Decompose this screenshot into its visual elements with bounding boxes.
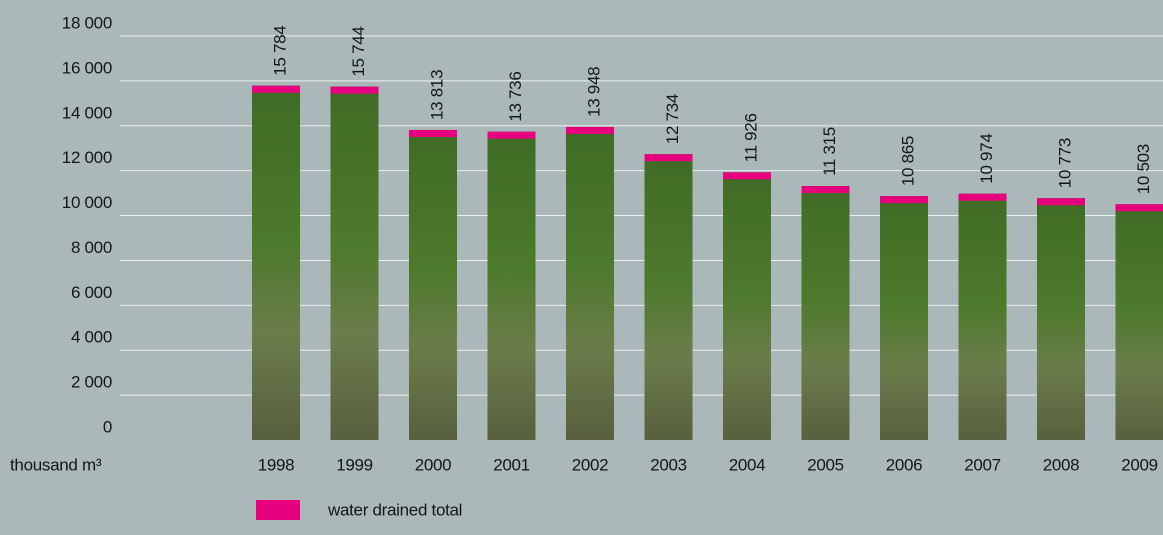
x-tick-label: 2001 bbox=[493, 455, 530, 474]
value-label: 15 784 bbox=[270, 26, 289, 76]
bar-cap bbox=[958, 193, 1007, 201]
value-label: 15 744 bbox=[349, 26, 368, 76]
x-tick-label: 2007 bbox=[964, 455, 1001, 474]
value-label: 12 734 bbox=[663, 94, 682, 144]
bar bbox=[487, 131, 536, 440]
bar-cap bbox=[723, 172, 771, 180]
x-tick-label: 2004 bbox=[729, 455, 766, 474]
x-tick-label: 2005 bbox=[807, 455, 844, 474]
y-axis-unit: thousand m³ bbox=[10, 455, 102, 474]
legend-swatch bbox=[256, 500, 300, 520]
x-tick-label: 2008 bbox=[1043, 455, 1080, 474]
x-tick-label: 2009 bbox=[1121, 455, 1158, 474]
bar bbox=[801, 186, 850, 440]
bar-cap bbox=[1115, 204, 1163, 212]
value-label: 11 926 bbox=[741, 113, 760, 162]
bar-cap bbox=[330, 86, 379, 94]
value-label: 10 503 bbox=[1134, 144, 1153, 194]
bar-cap bbox=[880, 196, 928, 204]
bar-cap bbox=[487, 131, 536, 139]
y-tick-label: 14 000 bbox=[62, 103, 112, 122]
value-label: 11 315 bbox=[820, 127, 839, 176]
y-tick-label: 18 000 bbox=[62, 13, 112, 32]
x-tick-label: 2002 bbox=[572, 455, 609, 474]
y-tick-label: 8 000 bbox=[71, 238, 112, 257]
x-tick-label: 2003 bbox=[650, 455, 687, 474]
bar-cap bbox=[409, 129, 457, 137]
bar bbox=[1037, 198, 1085, 440]
bar bbox=[1115, 204, 1163, 440]
y-tick-label: 6 000 bbox=[71, 283, 112, 302]
bar bbox=[409, 129, 457, 440]
bar bbox=[330, 86, 379, 440]
bar bbox=[958, 193, 1007, 440]
bar-cap bbox=[644, 154, 693, 162]
x-tick-label: 2006 bbox=[886, 455, 923, 474]
y-tick-label: 12 000 bbox=[62, 148, 112, 167]
y-tick-label: 2 000 bbox=[71, 373, 112, 392]
value-label: 13 736 bbox=[506, 71, 525, 121]
bar bbox=[566, 126, 614, 440]
y-tick-label: 16 000 bbox=[62, 58, 112, 77]
y-tick-label: 10 000 bbox=[62, 193, 112, 212]
x-tick-label: 2000 bbox=[415, 455, 452, 474]
bar bbox=[252, 85, 300, 441]
bar-cap bbox=[566, 126, 614, 134]
value-label: 10 974 bbox=[977, 133, 996, 183]
bar-cap bbox=[801, 186, 850, 194]
value-label: 10 865 bbox=[898, 136, 917, 186]
bar bbox=[880, 196, 928, 440]
bar bbox=[723, 172, 771, 440]
bar bbox=[644, 154, 693, 440]
value-label: 10 773 bbox=[1055, 138, 1074, 188]
y-tick-label: 0 bbox=[103, 417, 112, 436]
x-tick-label: 1999 bbox=[336, 455, 373, 474]
y-tick-label: 4 000 bbox=[71, 328, 112, 347]
value-label: 13 813 bbox=[427, 70, 446, 120]
bar-cap bbox=[252, 85, 300, 93]
legend-label: water drained total bbox=[327, 500, 462, 519]
bar-cap bbox=[1037, 198, 1085, 206]
x-tick-label: 1998 bbox=[258, 455, 295, 474]
value-label: 13 948 bbox=[584, 67, 603, 117]
